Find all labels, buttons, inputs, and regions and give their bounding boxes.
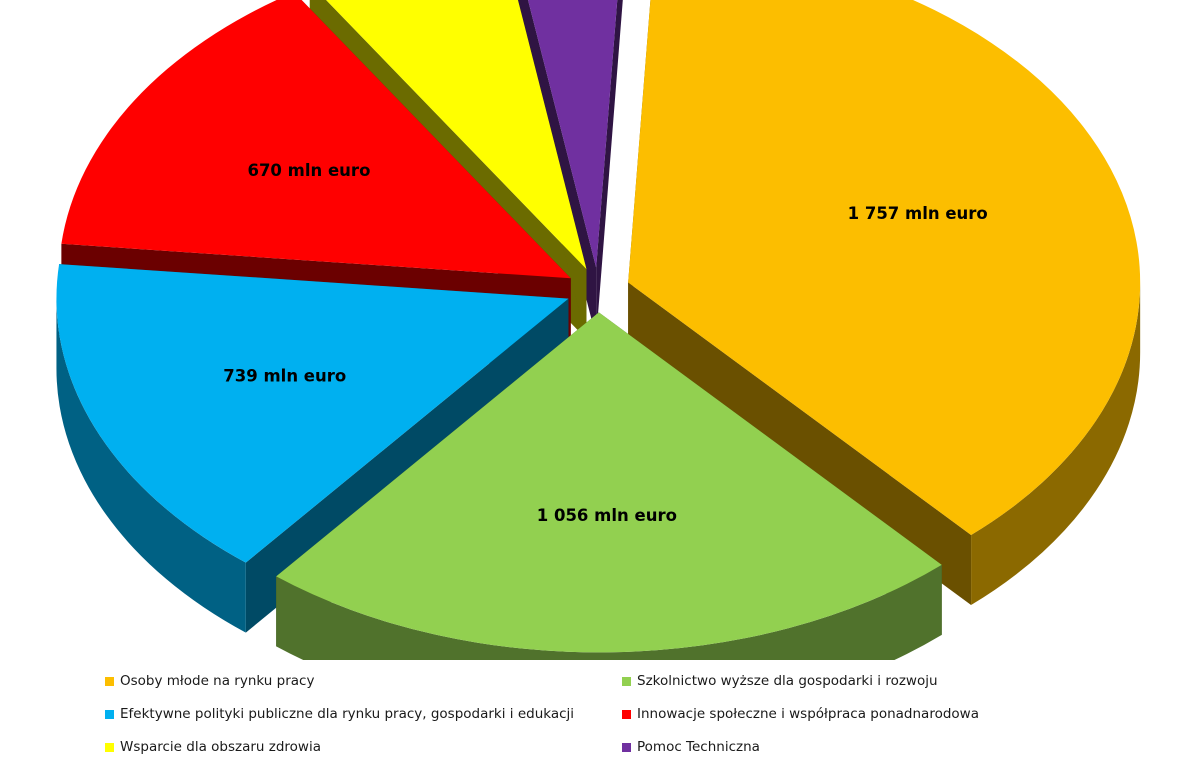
slice-rim bbox=[56, 298, 246, 633]
slice-rim bbox=[276, 564, 942, 660]
legend-swatch bbox=[622, 709, 631, 719]
data-label-osoby-mlode-na-rynku-pracy: 1 757 mln euro bbox=[848, 204, 988, 223]
slice-top bbox=[61, 0, 571, 279]
slice-top bbox=[326, 0, 587, 270]
data-label-szkolnictwo-wyzsze-dla-gospodarki-i-rozwoju: 1 056 mln euro bbox=[537, 506, 677, 525]
legend-label: Osoby młode na rynku pracy bbox=[120, 673, 315, 689]
pie-chart-svg: 1 757 mln euro 1 056 mln euro 739 mln euro… bbox=[56, 0, 1141, 660]
legend-label: Wsparcie dla obszaru zdrowia bbox=[120, 739, 321, 755]
legend-item: Pomoc Techniczna bbox=[622, 736, 760, 758]
slice-top bbox=[628, 0, 1141, 535]
data-label-innowacje-spoleczne-i-wspolpraca-ponadnarodowa: 670 mln euro bbox=[247, 161, 370, 180]
legend-swatch bbox=[105, 742, 114, 752]
legend-item: Osoby młode na rynku pracy bbox=[105, 670, 314, 692]
data-label-efektywne-polityki-publiczne-dla-rynku-pracy-gospodarki-i-edukacji: 739 mln euro bbox=[223, 366, 346, 385]
legend-label: Innowacje społeczne i współpraca ponadna… bbox=[637, 706, 979, 722]
legend-swatch bbox=[105, 709, 114, 719]
slice-top bbox=[56, 264, 569, 563]
slice-rim bbox=[971, 282, 1141, 605]
legend-item: Wsparcie dla obszaru zdrowia bbox=[105, 736, 321, 758]
legend-label: Efektywne polityki publiczne dla rynku p… bbox=[120, 706, 575, 722]
pie-slice-szkolnictwo-wyzsze-dla-gospodarki-i-rozwoju bbox=[276, 312, 942, 660]
legend-label: Szkolnictwo wyższe dla gospodarki i rozw… bbox=[637, 673, 938, 689]
legend-swatch bbox=[622, 742, 631, 752]
legend-item: Efektywne polityki publiczne dla rynku p… bbox=[105, 703, 574, 725]
legend-item: Innowacje społeczne i współpraca ponadna… bbox=[622, 703, 979, 725]
legend-item: Szkolnictwo wyższe dla gospodarki i rozw… bbox=[622, 670, 938, 692]
slice-top bbox=[528, 0, 618, 268]
pie-chart: 1 757 mln euro 1 056 mln euro 739 mln euro… bbox=[56, 0, 1141, 660]
legend: Osoby młode na rynku pracy Szkolnictwo wy… bbox=[0, 660, 1203, 779]
legend-label: Pomoc Techniczna bbox=[637, 739, 760, 755]
legend-swatch bbox=[105, 676, 114, 686]
slice-top bbox=[276, 312, 942, 653]
legend-swatch bbox=[622, 676, 631, 686]
